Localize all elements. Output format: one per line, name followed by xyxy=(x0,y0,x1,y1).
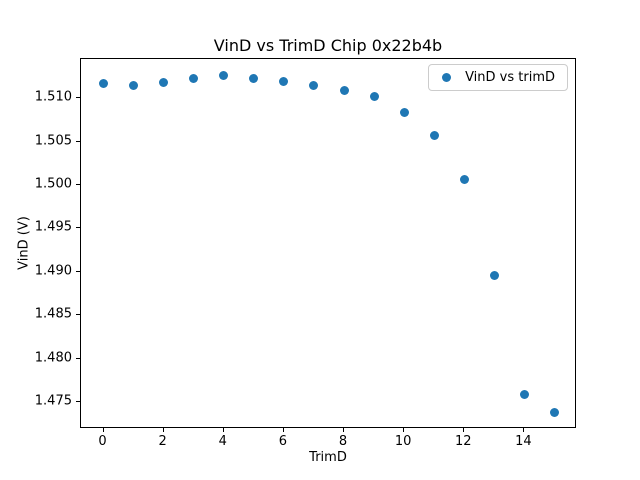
scatter-point xyxy=(339,85,349,95)
scatter-point xyxy=(459,175,469,185)
y-axis-label: VinD (V) xyxy=(16,216,32,270)
y-tick-label: 1.475 xyxy=(34,393,72,409)
y-tick-mark xyxy=(76,314,80,316)
scatter-point xyxy=(189,73,199,83)
y-tick-mark xyxy=(76,97,80,99)
y-tick-mark xyxy=(76,401,80,403)
y-tick-mark xyxy=(76,227,80,229)
y-tick-label: 1.485 xyxy=(34,306,72,322)
scatter-point xyxy=(489,270,499,280)
x-tick-mark xyxy=(282,428,284,432)
x-tick-label: 8 xyxy=(338,434,348,449)
scatter-point xyxy=(429,130,439,140)
y-tick-mark xyxy=(76,270,80,272)
y-tick-mark xyxy=(76,183,80,185)
legend-marker-icon xyxy=(442,73,452,82)
x-tick-label: 2 xyxy=(158,434,167,449)
x-tick-mark xyxy=(403,428,405,432)
x-tick-label: 12 xyxy=(454,434,472,449)
y-tick-label: 1.495 xyxy=(34,219,72,235)
scatter-point xyxy=(369,91,379,101)
y-tick-label: 1.490 xyxy=(34,263,72,279)
y-tick-label: 1.505 xyxy=(34,133,72,148)
x-tick-label: 4 xyxy=(218,434,227,449)
x-tick-mark xyxy=(222,428,224,432)
y-tick-mark xyxy=(76,357,80,359)
x-tick-mark xyxy=(523,428,525,432)
legend-label: VinD vs trimD xyxy=(465,70,555,85)
scatter-point xyxy=(549,407,559,417)
y-tick-label: 1.500 xyxy=(34,176,72,192)
scatter-point xyxy=(249,73,259,83)
x-axis-label: TrimD xyxy=(309,450,347,465)
y-tick-label: 1.480 xyxy=(34,350,72,366)
scatter-point xyxy=(309,81,319,91)
y-tick-mark xyxy=(76,140,80,142)
x-tick-mark xyxy=(343,428,345,432)
scatter-point xyxy=(279,77,289,87)
scatter-point xyxy=(399,108,409,118)
scatter-point xyxy=(129,80,139,90)
scatter-point xyxy=(99,78,109,88)
x-tick-label: 0 xyxy=(98,434,107,449)
x-tick-label: 14 xyxy=(515,434,532,449)
x-tick-label: 6 xyxy=(278,434,288,449)
x-tick-mark xyxy=(463,428,465,432)
scatter-point xyxy=(159,77,169,87)
legend: VinD vs trimD xyxy=(428,64,568,91)
x-tick-mark xyxy=(162,428,164,432)
y-tick-label: 1.510 xyxy=(34,89,72,105)
scatter-point xyxy=(219,71,229,80)
scatter-point xyxy=(519,389,529,399)
x-tick-mark xyxy=(102,428,104,432)
x-tick-label: 10 xyxy=(394,434,412,449)
plot-area: VinD vs trimD xyxy=(80,58,576,428)
chart-title: VinD vs TrimD Chip 0x22b4b xyxy=(213,36,443,55)
